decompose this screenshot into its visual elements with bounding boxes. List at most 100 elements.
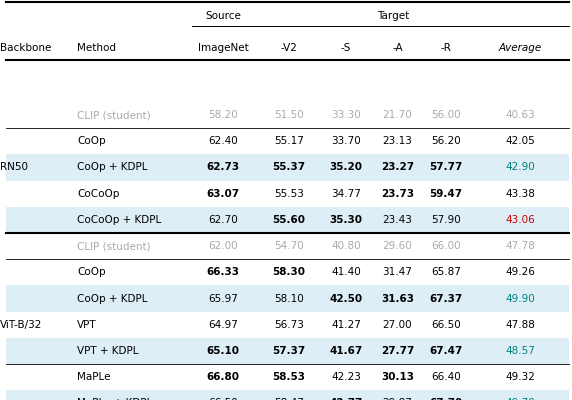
- Text: RN50: RN50: [0, 162, 28, 172]
- Text: 58.53: 58.53: [272, 372, 305, 382]
- Text: 56.00: 56.00: [431, 110, 461, 120]
- Text: 47.78: 47.78: [506, 241, 535, 251]
- Text: 62.73: 62.73: [206, 162, 240, 172]
- Text: 27.00: 27.00: [383, 320, 412, 330]
- Text: ImageNet: ImageNet: [198, 43, 248, 53]
- Text: 33.30: 33.30: [331, 110, 361, 120]
- Text: 42.90: 42.90: [506, 162, 535, 172]
- Text: 58.47: 58.47: [274, 398, 304, 400]
- FancyBboxPatch shape: [6, 338, 569, 364]
- Text: 31.47: 31.47: [383, 267, 412, 277]
- Text: 49.90: 49.90: [506, 294, 535, 304]
- Text: 64.97: 64.97: [208, 320, 238, 330]
- Text: 42.23: 42.23: [331, 372, 361, 382]
- Text: -A: -A: [392, 43, 403, 53]
- Text: 34.77: 34.77: [331, 189, 361, 199]
- Text: 67.47: 67.47: [430, 346, 463, 356]
- Text: 63.07: 63.07: [206, 189, 240, 199]
- Text: CoOp + KDPL: CoOp + KDPL: [77, 294, 148, 304]
- Text: 66.40: 66.40: [431, 372, 461, 382]
- Text: 62.40: 62.40: [208, 136, 238, 146]
- Text: 57.77: 57.77: [430, 162, 463, 172]
- Text: ViT-B/32: ViT-B/32: [0, 320, 42, 330]
- Text: 67.37: 67.37: [430, 294, 463, 304]
- Text: CoCoOp: CoCoOp: [77, 189, 120, 199]
- Text: 55.37: 55.37: [272, 162, 305, 172]
- Text: 57.37: 57.37: [272, 346, 305, 356]
- Text: 66.00: 66.00: [431, 241, 461, 251]
- Text: Backbone: Backbone: [0, 43, 51, 53]
- FancyBboxPatch shape: [6, 286, 569, 312]
- Text: 42.05: 42.05: [506, 136, 535, 146]
- Text: 62.70: 62.70: [208, 215, 238, 225]
- Text: 49.26: 49.26: [506, 267, 535, 277]
- Text: 67.70: 67.70: [430, 398, 463, 400]
- Text: 56.73: 56.73: [274, 320, 304, 330]
- Text: 54.70: 54.70: [274, 241, 304, 251]
- Text: 55.53: 55.53: [274, 189, 304, 199]
- Text: 43.38: 43.38: [506, 189, 535, 199]
- Text: 29.60: 29.60: [383, 241, 412, 251]
- Text: 65.87: 65.87: [431, 267, 461, 277]
- Text: 66.50: 66.50: [208, 398, 238, 400]
- Text: 21.70: 21.70: [383, 110, 412, 120]
- Text: 58.10: 58.10: [274, 294, 304, 304]
- Text: CLIP (student): CLIP (student): [77, 241, 151, 251]
- Text: -S: -S: [341, 43, 351, 53]
- Text: 40.63: 40.63: [506, 110, 535, 120]
- Text: 58.30: 58.30: [272, 267, 305, 277]
- Text: 55.17: 55.17: [274, 136, 304, 146]
- Text: VPT: VPT: [77, 320, 97, 330]
- Text: CLIP (student): CLIP (student): [77, 110, 151, 120]
- Text: 23.13: 23.13: [383, 136, 412, 146]
- Text: 55.60: 55.60: [272, 215, 305, 225]
- Text: CoOp + KDPL: CoOp + KDPL: [77, 162, 148, 172]
- Text: MaPLe + KDPL: MaPLe + KDPL: [77, 398, 153, 400]
- Text: 49.70: 49.70: [506, 398, 535, 400]
- Text: 35.30: 35.30: [329, 215, 363, 225]
- Text: 47.88: 47.88: [506, 320, 535, 330]
- Text: 65.97: 65.97: [208, 294, 238, 304]
- Text: 57.90: 57.90: [431, 215, 461, 225]
- Text: 66.80: 66.80: [206, 372, 240, 382]
- Text: Method: Method: [77, 43, 116, 53]
- Text: 29.87: 29.87: [383, 398, 412, 400]
- Text: Target: Target: [377, 11, 410, 21]
- Text: 66.33: 66.33: [206, 267, 240, 277]
- Text: MaPLe: MaPLe: [77, 372, 111, 382]
- Text: 48.57: 48.57: [506, 346, 535, 356]
- Text: 27.77: 27.77: [381, 346, 414, 356]
- FancyBboxPatch shape: [6, 207, 569, 233]
- Text: 41.27: 41.27: [331, 320, 361, 330]
- Text: 42.50: 42.50: [329, 294, 363, 304]
- Text: -V2: -V2: [280, 43, 297, 53]
- Text: 33.70: 33.70: [331, 136, 361, 146]
- Text: 23.43: 23.43: [383, 215, 412, 225]
- Text: 56.20: 56.20: [431, 136, 461, 146]
- Text: 41.40: 41.40: [331, 267, 361, 277]
- FancyBboxPatch shape: [6, 390, 569, 400]
- Text: 65.10: 65.10: [206, 346, 240, 356]
- Text: VPT + KDPL: VPT + KDPL: [77, 346, 139, 356]
- Text: -R: -R: [440, 43, 452, 53]
- Text: 66.50: 66.50: [431, 320, 461, 330]
- Text: 30.13: 30.13: [381, 372, 414, 382]
- Text: 31.63: 31.63: [381, 294, 414, 304]
- FancyBboxPatch shape: [6, 154, 569, 181]
- Text: 41.67: 41.67: [329, 346, 363, 356]
- Text: Source: Source: [205, 11, 241, 21]
- Text: CoOp: CoOp: [77, 136, 106, 146]
- Text: 49.32: 49.32: [506, 372, 535, 382]
- Text: 59.47: 59.47: [430, 189, 463, 199]
- Text: 23.73: 23.73: [381, 189, 414, 199]
- Text: 62.00: 62.00: [208, 241, 238, 251]
- Text: CoCoOp + KDPL: CoCoOp + KDPL: [77, 215, 161, 225]
- Text: 51.50: 51.50: [274, 110, 304, 120]
- Text: CoOp: CoOp: [77, 267, 106, 277]
- Text: 23.27: 23.27: [381, 162, 414, 172]
- Text: 42.77: 42.77: [329, 398, 363, 400]
- Text: Average: Average: [499, 43, 542, 53]
- Text: 58.20: 58.20: [208, 110, 238, 120]
- Text: 43.06: 43.06: [506, 215, 535, 225]
- Text: 40.80: 40.80: [331, 241, 361, 251]
